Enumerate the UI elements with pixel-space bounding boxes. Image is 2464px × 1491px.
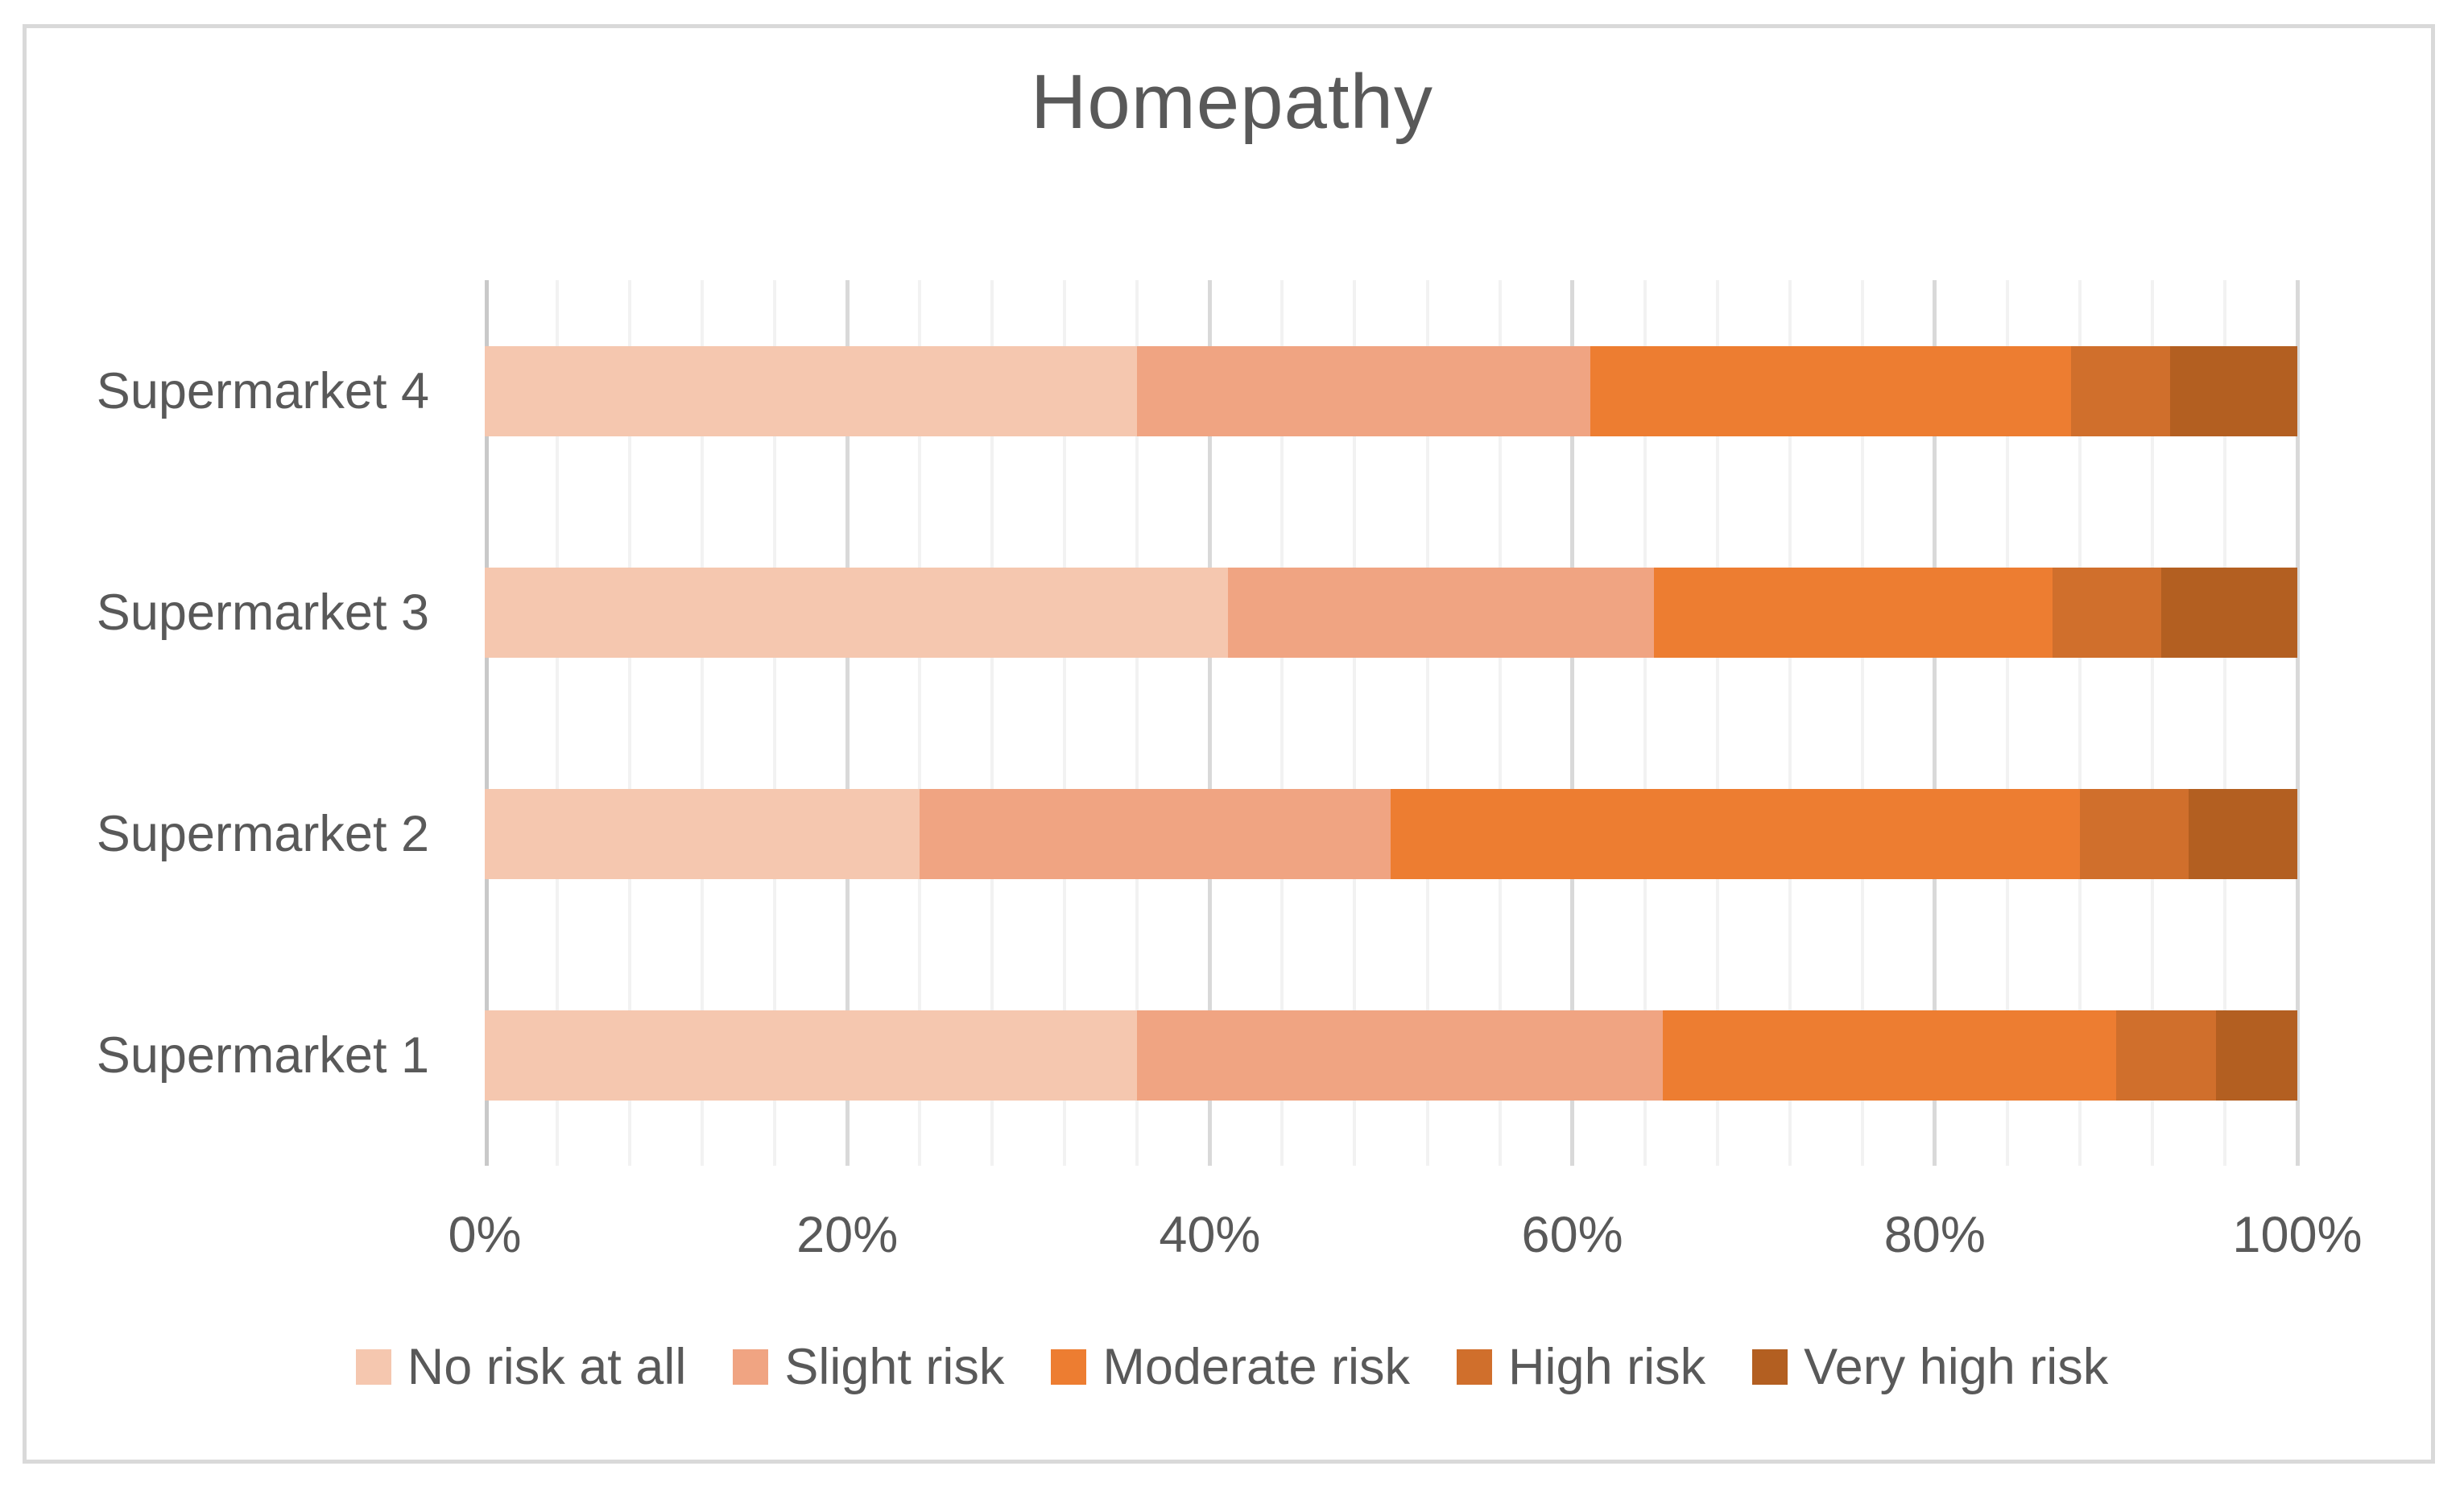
gridline-92pct bbox=[2150, 280, 2154, 1166]
bar-segment-supermarket-1-moderate-risk bbox=[1663, 1010, 2116, 1101]
bar-segment-supermarket-4-very-high-risk bbox=[2170, 345, 2297, 436]
legend-item-slight-risk: Slight risk bbox=[733, 1338, 1004, 1396]
legend-label-high-risk: High risk bbox=[1508, 1339, 1706, 1395]
gridline-28pct bbox=[990, 280, 994, 1166]
legend-label-very-high-risk: Very high risk bbox=[1804, 1339, 2109, 1395]
bar-segment-supermarket-4-no-risk-at-all bbox=[485, 345, 1138, 436]
category-axis-labels: Supermarket 4 Supermarket 3 Supermarket 2 S… bbox=[0, 280, 440, 1166]
gridline-96pct bbox=[2222, 280, 2226, 1166]
bar-segment-supermarket-1-no-risk-at-all bbox=[485, 1010, 1138, 1101]
category-label-supermarket-2: Supermarket 2 bbox=[96, 805, 429, 862]
gridline-44pct bbox=[1280, 280, 1284, 1166]
bar-rows bbox=[485, 280, 2297, 1166]
bar-segment-supermarket-2-moderate-risk bbox=[1391, 788, 2080, 879]
x-tick-label-20-: 20% bbox=[796, 1207, 899, 1263]
category-label-supermarket-1: Supermarket 1 bbox=[96, 1026, 429, 1084]
gridline-76pct bbox=[1860, 280, 1864, 1166]
gridline-24pct bbox=[918, 280, 922, 1166]
legend-label-no-risk-at-all: No risk at all bbox=[407, 1339, 687, 1395]
stacked-bar-supermarket-2 bbox=[485, 788, 2297, 879]
gridline-36pct bbox=[1135, 280, 1139, 1166]
gridline-88pct bbox=[2077, 280, 2082, 1166]
bar-segment-supermarket-2-very-high-risk bbox=[2188, 788, 2297, 879]
bar-segment-supermarket-3-moderate-risk bbox=[1653, 567, 2053, 658]
bar-segment-supermarket-1-very-high-risk bbox=[2215, 1010, 2297, 1101]
legend-item-very-high-risk: Very high risk bbox=[1752, 1338, 2108, 1396]
stacked-bar-supermarket-1 bbox=[485, 1010, 2297, 1101]
bar-segment-supermarket-2-slight-risk bbox=[920, 788, 1391, 879]
gridline-52pct bbox=[1425, 280, 1429, 1166]
x-tick-label-60-: 60% bbox=[1521, 1207, 1623, 1263]
x-tick-label-0-: 0% bbox=[448, 1207, 522, 1263]
gridline-68pct bbox=[1715, 280, 1719, 1166]
legend-item-moderate-risk: Moderate risk bbox=[1051, 1338, 1410, 1396]
bar-segment-supermarket-3-high-risk bbox=[2053, 567, 2162, 658]
gridline-100pct bbox=[2295, 280, 2300, 1166]
gridline-60pct bbox=[1570, 280, 1575, 1166]
gridline-16pct bbox=[773, 280, 777, 1166]
bar-segment-supermarket-4-slight-risk bbox=[1137, 345, 1591, 436]
bar-segment-supermarket-3-slight-risk bbox=[1227, 567, 1654, 658]
x-tick-label-80-: 80% bbox=[1883, 1207, 1986, 1263]
legend-item-no-risk-at-all: No risk at all bbox=[355, 1338, 687, 1396]
legend-swatch-no-risk-at-all bbox=[355, 1349, 391, 1385]
gridline-72pct bbox=[1788, 280, 1792, 1166]
gridline-32pct bbox=[1063, 280, 1067, 1166]
legend-swatch-high-risk bbox=[1457, 1349, 1493, 1385]
legend-item-high-risk: High risk bbox=[1457, 1338, 1705, 1396]
bar-row-supermarket-3 bbox=[485, 502, 2297, 723]
plot-area bbox=[485, 280, 2300, 1166]
bar-row-supermarket-2 bbox=[485, 723, 2297, 944]
legend-swatch-very-high-risk bbox=[1752, 1349, 1788, 1385]
bar-segment-supermarket-4-high-risk bbox=[2070, 345, 2171, 436]
bar-segment-supermarket-2-high-risk bbox=[2079, 788, 2189, 879]
bar-segment-supermarket-1-slight-risk bbox=[1137, 1010, 1664, 1101]
bar-segment-supermarket-3-no-risk-at-all bbox=[485, 567, 1228, 658]
legend-swatch-slight-risk bbox=[733, 1349, 769, 1385]
legend-swatch-moderate-risk bbox=[1051, 1349, 1087, 1385]
bar-row-supermarket-4 bbox=[485, 280, 2297, 502]
gridline-84pct bbox=[2005, 280, 2009, 1166]
gridline-20pct bbox=[845, 280, 850, 1166]
gridline-40pct bbox=[1207, 280, 1212, 1166]
bar-row-supermarket-1 bbox=[485, 944, 2297, 1166]
category-axis-line bbox=[485, 280, 489, 1166]
gridline-4pct bbox=[556, 280, 560, 1166]
gridline-12pct bbox=[701, 280, 705, 1166]
stacked-bar-supermarket-4 bbox=[485, 345, 2297, 436]
legend-label-moderate-risk: Moderate risk bbox=[1102, 1339, 1411, 1395]
bar-segment-supermarket-3-very-high-risk bbox=[2161, 567, 2297, 658]
category-label-supermarket-4: Supermarket 4 bbox=[96, 362, 429, 419]
gridline-80pct bbox=[1933, 280, 1937, 1166]
bar-segment-supermarket-2-no-risk-at-all bbox=[485, 788, 920, 879]
gridline-56pct bbox=[1498, 280, 1502, 1166]
bar-segment-supermarket-1-high-risk bbox=[2115, 1010, 2216, 1101]
gridline-64pct bbox=[1643, 280, 1647, 1166]
chart-title: Homepathy bbox=[1031, 59, 1433, 145]
legend: No risk at all Slight risk Moderate risk Hi… bbox=[0, 1338, 2464, 1396]
category-label-supermarket-3: Supermarket 3 bbox=[96, 584, 429, 641]
legend-label-slight-risk: Slight risk bbox=[784, 1339, 1005, 1395]
stacked-bar-supermarket-3 bbox=[485, 567, 2297, 658]
x-tick-label-100-: 100% bbox=[2232, 1207, 2363, 1263]
chart-border-frame bbox=[23, 24, 2435, 1464]
x-tick-label-40-: 40% bbox=[1159, 1207, 1261, 1263]
bar-segment-supermarket-4-moderate-risk bbox=[1590, 345, 2071, 436]
gridline-48pct bbox=[1353, 280, 1357, 1166]
gridline-8pct bbox=[628, 280, 632, 1166]
